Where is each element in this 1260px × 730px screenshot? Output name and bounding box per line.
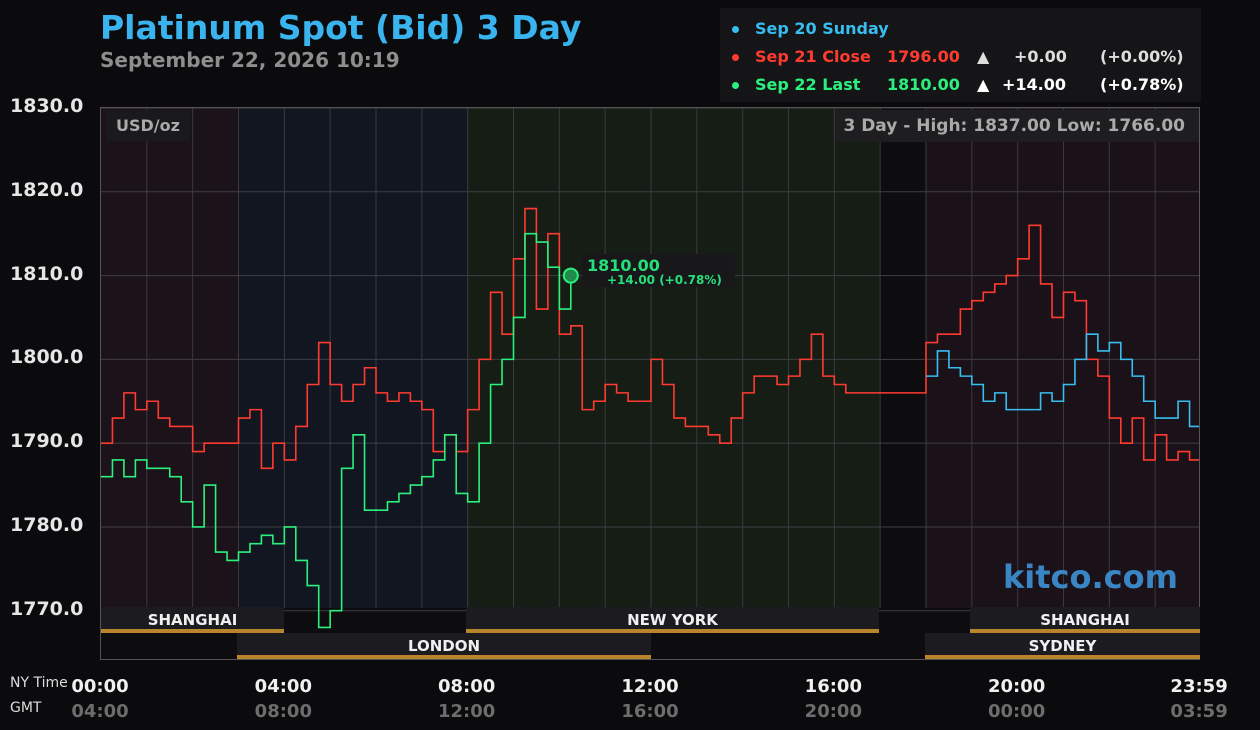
legend-arrow-icon: ▲ <box>977 75 990 94</box>
x-tick-ny: 04:00 <box>254 676 312 697</box>
y-tick-label: 1810.0 <box>10 262 84 285</box>
x-tick-ny: 00:00 <box>71 676 129 697</box>
session-shanghai-1: SHANGHAI <box>101 607 284 633</box>
x-tick-ny: 20:00 <box>988 676 1046 697</box>
session-shanghai-2: SHANGHAI <box>970 607 1200 633</box>
session-shade <box>467 108 881 608</box>
series-line-sep-21-close <box>101 207 1199 470</box>
current-price-label: 1810.00 <box>587 256 660 275</box>
unit-label: USD/oz <box>106 110 190 141</box>
x-tick-ny: 16:00 <box>804 676 862 697</box>
x-tick-ny: 23:59 <box>1170 676 1228 697</box>
ny-time-label: NY Time <box>10 675 68 691</box>
gmt-label: GMT <box>10 700 42 716</box>
session-sydney: SYDNEY <box>925 633 1200 659</box>
y-tick-label: 1780.0 <box>10 513 84 536</box>
y-tick-label: 1790.0 <box>10 430 84 453</box>
x-tick-gmt: 12:00 <box>438 701 496 722</box>
series-line-sep-20-sunday <box>926 333 1199 428</box>
y-tick-label: 1830.0 <box>10 95 84 117</box>
chart-title: Platinum Spot (Bid) 3 Day <box>100 8 582 47</box>
legend-percent: (+0.78%) <box>1100 75 1184 94</box>
session-bar <box>970 629 1200 633</box>
legend-label: Sep 20 Sunday <box>755 19 889 38</box>
session-label: NEW YORK <box>627 611 718 629</box>
session-bar <box>237 655 651 659</box>
legend-label: Sep 21 Close <box>755 47 871 66</box>
legend-dot-icon <box>732 82 739 89</box>
legend-percent: (+0.00%) <box>1100 47 1184 66</box>
session-shade <box>101 108 239 608</box>
current-change-label: +14.00 (+0.78%) <box>607 273 722 287</box>
legend-change: +0.00 <box>1014 47 1067 66</box>
brand-watermark: kitco.com <box>1003 558 1178 596</box>
x-tick-gmt: 00:00 <box>988 701 1046 722</box>
legend-arrow-icon: ▲ <box>977 47 990 66</box>
session-label: SHANGHAI <box>147 611 238 629</box>
session-label: LONDON <box>407 637 481 655</box>
session-bar <box>101 629 284 633</box>
legend-change: +14.00 <box>1002 75 1067 94</box>
x-tick-gmt: 16:00 <box>621 701 679 722</box>
y-tick-label: 1800.0 <box>10 346 84 369</box>
x-tick-gmt: 20:00 <box>804 701 862 722</box>
x-tick-ny: 12:00 <box>621 676 679 697</box>
high-low-label: 3 Day - High: 1837.00 Low: 1766.00 <box>835 110 1199 142</box>
session-shade <box>880 108 926 608</box>
legend-box: Sep 20 Sunday Sep 21 Close 1796.00 ▲ +0.… <box>720 8 1201 102</box>
session-bar <box>925 655 1200 659</box>
legend-price: 1796.00 <box>887 47 960 66</box>
session-label: SYDNEY <box>1028 637 1097 655</box>
x-tick-gmt: 04:00 <box>71 701 129 722</box>
x-tick-gmt: 08:00 <box>254 701 312 722</box>
session-new-york: NEW YORK <box>466 607 879 633</box>
legend-dot-icon <box>732 26 739 33</box>
session-label: SHANGHAI <box>1040 611 1130 629</box>
x-tick-gmt: 03:59 <box>1170 701 1228 722</box>
y-tick-label: 1820.0 <box>10 178 84 201</box>
session-london: LONDON <box>237 633 651 659</box>
x-tick-ny: 08:00 <box>438 676 496 697</box>
chart-subtitle: September 22, 2026 10:19 <box>100 48 400 72</box>
y-tick-label: 1770.0 <box>10 597 84 620</box>
series-line-sep-22-last <box>101 232 572 629</box>
legend-label: Sep 22 Last <box>755 75 861 94</box>
session-bar <box>466 629 879 633</box>
current-price-box <box>582 254 735 287</box>
legend-dot-icon <box>732 54 739 61</box>
legend-price: 1810.00 <box>887 75 960 94</box>
current-price-marker <box>562 267 579 284</box>
session-shade <box>238 108 468 608</box>
